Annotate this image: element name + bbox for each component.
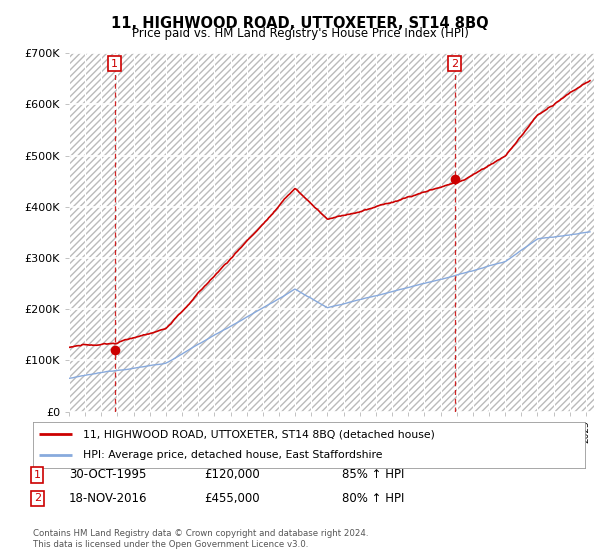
Text: £455,000: £455,000 [204, 492, 260, 505]
Text: 2: 2 [34, 493, 41, 503]
Text: HPI: Average price, detached house, East Staffordshire: HPI: Average price, detached house, East… [83, 450, 382, 460]
Text: £120,000: £120,000 [204, 468, 260, 482]
Text: 85% ↑ HPI: 85% ↑ HPI [342, 468, 404, 482]
Text: 11, HIGHWOOD ROAD, UTTOXETER, ST14 8BQ: 11, HIGHWOOD ROAD, UTTOXETER, ST14 8BQ [111, 16, 489, 31]
Text: Price paid vs. HM Land Registry's House Price Index (HPI): Price paid vs. HM Land Registry's House … [131, 27, 469, 40]
Text: 1: 1 [34, 470, 41, 480]
Text: 1: 1 [111, 59, 118, 68]
Text: 80% ↑ HPI: 80% ↑ HPI [342, 492, 404, 505]
Text: 2: 2 [451, 59, 458, 68]
Text: 11, HIGHWOOD ROAD, UTTOXETER, ST14 8BQ (detached house): 11, HIGHWOOD ROAD, UTTOXETER, ST14 8BQ (… [83, 429, 434, 439]
Text: 18-NOV-2016: 18-NOV-2016 [69, 492, 148, 505]
Text: Contains HM Land Registry data © Crown copyright and database right 2024.
This d: Contains HM Land Registry data © Crown c… [33, 529, 368, 549]
Text: 30-OCT-1995: 30-OCT-1995 [69, 468, 146, 482]
